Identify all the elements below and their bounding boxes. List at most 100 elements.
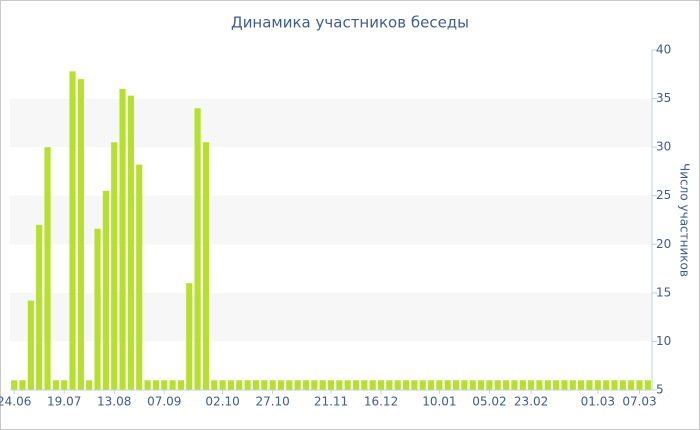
x-tick-label: 10.01 (422, 395, 456, 409)
y-tick-label: 25 (656, 188, 671, 202)
y-tick-label: 20 (656, 237, 671, 251)
bar (369, 380, 376, 390)
bar (636, 380, 643, 390)
bar (302, 380, 310, 390)
bar (111, 142, 118, 390)
y-tick-label: 5 (656, 383, 664, 397)
bar (536, 380, 543, 390)
bar (344, 380, 351, 390)
x-tick-label: 21.11 (314, 395, 348, 409)
bar (61, 380, 68, 390)
bar (86, 380, 93, 390)
bar (252, 380, 260, 390)
y-axis-label: Число участников (678, 163, 692, 277)
bar (227, 380, 235, 390)
bar (77, 79, 84, 391)
bar (528, 380, 535, 390)
bar (419, 380, 426, 390)
bar (411, 380, 418, 390)
bar (444, 380, 451, 390)
bar (586, 380, 593, 390)
bar (461, 380, 468, 390)
bar (511, 380, 518, 390)
bar (452, 380, 460, 390)
bar (136, 164, 143, 390)
bar (311, 380, 318, 390)
bar (561, 380, 568, 390)
x-tick-label: 23.02 (514, 395, 548, 409)
bar (277, 380, 285, 390)
bar (294, 380, 301, 390)
y-tick-label: 35 (656, 91, 671, 105)
grid-band (10, 98, 652, 148)
x-tick-label: 07.03 (622, 395, 656, 409)
bar (603, 380, 610, 390)
bar (611, 380, 618, 390)
x-tick-label: 27.10 (255, 395, 289, 409)
x-tick-label: 01.03 (581, 395, 615, 409)
bar (169, 380, 176, 390)
bar (503, 380, 510, 390)
bar (402, 380, 410, 390)
y-tick-label: 10 (656, 334, 671, 348)
bar (102, 190, 109, 390)
bar (319, 380, 326, 390)
bar (377, 380, 385, 390)
bar (27, 300, 34, 390)
bar (261, 380, 268, 390)
bar (569, 380, 576, 390)
bar (36, 224, 43, 390)
bar (211, 380, 218, 390)
bar (52, 380, 59, 390)
bar (202, 142, 210, 390)
bar (177, 380, 185, 390)
bar (44, 147, 51, 390)
chart-title: Динамика участников беседы (231, 14, 469, 32)
x-tick-label: 05.02 (472, 395, 506, 409)
bar (186, 283, 193, 390)
bar (553, 380, 560, 390)
bar (578, 380, 585, 390)
x-tick-label: 19.07 (47, 395, 81, 409)
bar (236, 380, 243, 390)
bar (144, 380, 151, 390)
bar (286, 380, 293, 390)
bar (352, 380, 360, 390)
bar (494, 380, 501, 390)
bar (519, 380, 526, 390)
bar (127, 95, 134, 391)
bar (594, 380, 601, 390)
y-tick-label: 30 (656, 140, 671, 154)
bar (11, 380, 18, 390)
bar (152, 380, 159, 390)
bar (486, 380, 493, 390)
y-tick-label: 40 (656, 43, 671, 57)
y-tick-label: 15 (656, 285, 671, 299)
bar (219, 380, 226, 390)
bar (119, 88, 126, 390)
bar (477, 380, 485, 390)
bar (161, 380, 168, 390)
bar (394, 380, 401, 390)
x-tick-label: 02.10 (205, 395, 239, 409)
bar (336, 380, 343, 390)
bar (327, 380, 335, 390)
bar (244, 380, 251, 390)
x-tick-label: 16.12 (364, 395, 398, 409)
bar (469, 380, 476, 390)
bar (544, 380, 551, 390)
bar (436, 380, 443, 390)
x-tick-label: 13.08 (97, 395, 131, 409)
x-tick-label: 07.09 (147, 395, 181, 409)
bar (644, 380, 651, 390)
bar (19, 380, 26, 390)
bar (427, 380, 435, 390)
bar (269, 380, 276, 390)
bar (628, 380, 635, 390)
bar (619, 380, 626, 390)
bar (69, 71, 76, 390)
x-tick-label: 24.06 (0, 395, 31, 409)
bar (361, 380, 368, 390)
bar (94, 228, 101, 390)
